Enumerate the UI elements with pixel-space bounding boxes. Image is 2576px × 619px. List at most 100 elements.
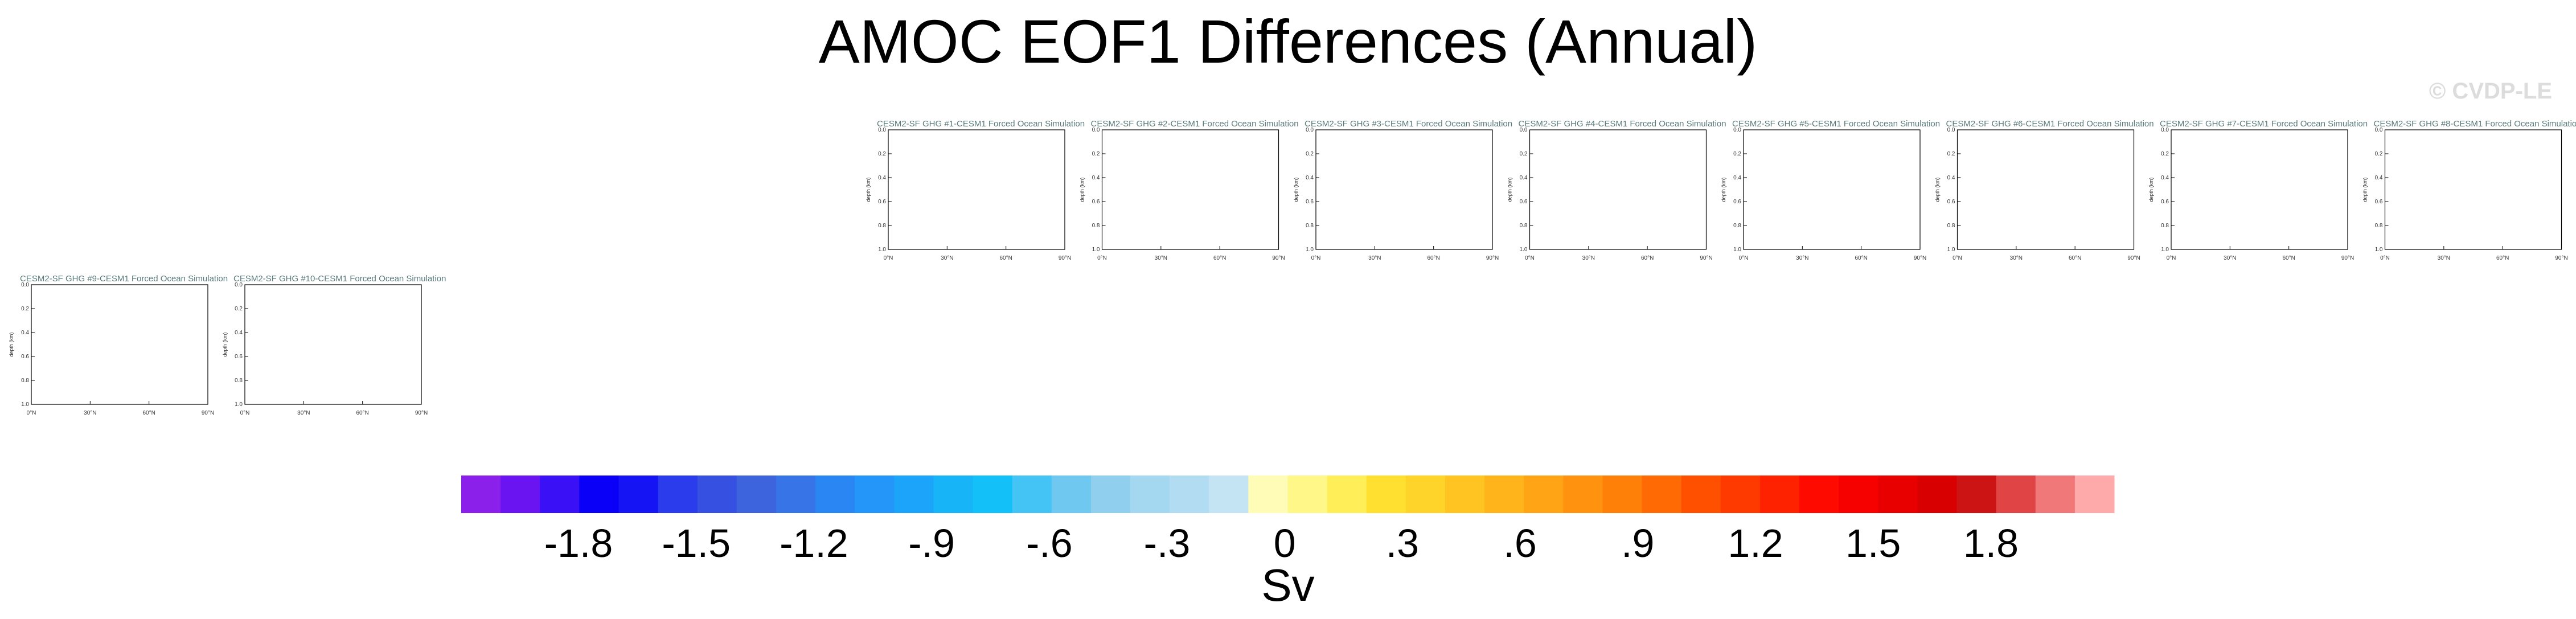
colorbar-swatch xyxy=(933,475,974,513)
y-tick-label: 0.8 xyxy=(235,378,243,384)
y-axis-label: depth (km) xyxy=(222,332,228,356)
y-tick-label: 0.4 xyxy=(1092,175,1100,181)
y-tick-label: 0.2 xyxy=(878,151,886,157)
y-tick-label: 0.2 xyxy=(1733,151,1741,157)
panel-frame-2 xyxy=(1101,129,1279,250)
y-tick-label: 0.8 xyxy=(878,223,886,229)
colorbar-swatch xyxy=(658,475,698,513)
x-tick-label: 90°N xyxy=(1700,255,1712,261)
panel-title-8: CESM2-SF GHG #8-CESM1 Forced Ocean Simul… xyxy=(2374,119,2576,129)
colorbar-swatch xyxy=(1524,475,1564,513)
x-tick-label: 30°N xyxy=(84,410,96,416)
colorbar-tick-label: .3 xyxy=(1386,521,1419,565)
y-tick-label: 0.4 xyxy=(1306,175,1314,181)
y-tick-label: 0.8 xyxy=(1520,223,1528,229)
y-tick-label: 0.2 xyxy=(21,306,29,312)
colorbar-swatch xyxy=(1996,475,2036,513)
y-tick-label: 0.0 xyxy=(1520,127,1528,133)
panel-frame-5 xyxy=(1743,129,1921,250)
colorbar-swatch xyxy=(1287,475,1328,513)
x-tick-label: 0°N xyxy=(1952,255,1962,261)
colorbar-swatch xyxy=(1327,475,1367,513)
colorbar-unit-label: Sv xyxy=(1261,560,1314,610)
colorbar-tick-label: -1.5 xyxy=(662,521,731,565)
x-tick-label: 30°N xyxy=(1796,255,1808,261)
colorbar-swatch xyxy=(1209,475,1249,513)
y-tick-label: 0.4 xyxy=(1520,175,1528,181)
x-tick-label: 60°N xyxy=(1855,255,1867,261)
x-tick-label: 30°N xyxy=(2224,255,2236,261)
colorbar-swatch xyxy=(1917,475,1958,513)
colorbar-swatch xyxy=(894,475,934,513)
colorbar-swatch xyxy=(1720,475,1761,513)
colorbar-swatch xyxy=(1012,475,1052,513)
colorbar-swatch xyxy=(736,475,777,513)
y-axis-label: depth (km) xyxy=(1935,177,1941,202)
y-tick-label: 1.0 xyxy=(1520,247,1528,253)
colorbar-swatch xyxy=(815,475,855,513)
y-axis-label: depth (km) xyxy=(2362,177,2368,202)
x-tick-label: 30°N xyxy=(2438,255,2450,261)
y-tick-label: 0.4 xyxy=(235,330,243,336)
y-tick-label: 0.0 xyxy=(2161,127,2169,133)
panel-frame-7 xyxy=(2171,129,2348,250)
y-axis-label: depth (km) xyxy=(865,177,871,202)
panel-title-4: CESM2-SF GHG #4-CESM1 Forced Ocean Simul… xyxy=(1519,119,1726,129)
colorbar-swatch xyxy=(1563,475,1603,513)
y-tick-label: 0.6 xyxy=(1520,199,1528,205)
y-axis-label: depth (km) xyxy=(2148,177,2154,202)
y-tick-label: 0.0 xyxy=(21,282,29,288)
panel-frame-10 xyxy=(244,284,422,405)
y-tick-label: 0.8 xyxy=(21,378,29,384)
colorbar-tick-label: -1.8 xyxy=(544,521,613,565)
x-tick-label: 60°N xyxy=(2496,255,2509,261)
y-tick-label: 0.6 xyxy=(2161,199,2169,205)
x-tick-label: 0°N xyxy=(1525,255,1535,261)
y-tick-label: 1.0 xyxy=(2161,247,2169,253)
panel-frame-3 xyxy=(1315,129,1493,250)
x-tick-label: 0°N xyxy=(1311,255,1321,261)
y-tick-label: 1.0 xyxy=(1947,247,1955,253)
x-tick-label: 60°N xyxy=(2282,255,2295,261)
y-tick-label: 0.8 xyxy=(1947,223,1955,229)
colorbar-swatch xyxy=(1642,475,1682,513)
x-tick-label: 0°N xyxy=(884,255,893,261)
colorbar-swatch xyxy=(1090,475,1131,513)
y-tick-label: 0.6 xyxy=(1947,199,1955,205)
y-tick-label: 0.4 xyxy=(1947,175,1955,181)
y-tick-label: 0.8 xyxy=(2375,223,2383,229)
panel-frame-6 xyxy=(1956,129,2135,250)
colorbar-swatch xyxy=(1130,475,1170,513)
colorbar-tick-label: -.3 xyxy=(1144,521,1191,565)
panel-title-7: CESM2-SF GHG #7-CESM1 Forced Ocean Simul… xyxy=(2160,119,2368,129)
y-axis-label: depth (km) xyxy=(1293,177,1299,202)
colorbar-swatch xyxy=(973,475,1013,513)
colorbar-swatch xyxy=(501,475,540,513)
x-tick-label: 90°N xyxy=(2555,255,2567,261)
colorbar-swatch xyxy=(1602,475,1643,513)
x-tick-label: 60°N xyxy=(999,255,1012,261)
x-tick-label: 90°N xyxy=(2341,255,2354,261)
panel-frame-1 xyxy=(888,129,1065,250)
y-tick-label: 0.0 xyxy=(2375,127,2383,133)
y-tick-label: 0.0 xyxy=(1733,127,1741,133)
panel-title-5: CESM2-SF GHG #5-CESM1 Forced Ocean Simul… xyxy=(1732,119,1940,129)
x-tick-label: 30°N xyxy=(1582,255,1595,261)
colorbar-swatch xyxy=(1484,475,1524,513)
x-tick-label: 0°N xyxy=(27,410,36,416)
y-tick-label: 1.0 xyxy=(1306,247,1314,253)
y-tick-label: 0.8 xyxy=(1733,223,1741,229)
colorbar-swatch xyxy=(1799,475,1839,513)
colorbar-tick-label: .6 xyxy=(1503,521,1536,565)
y-axis-label: depth (km) xyxy=(9,332,14,356)
y-tick-label: 0.6 xyxy=(1733,199,1741,205)
colorbar-swatch xyxy=(579,475,619,513)
colorbar-swatch xyxy=(1366,475,1406,513)
x-tick-label: 90°N xyxy=(1914,255,1926,261)
x-tick-label: 60°N xyxy=(1427,255,1439,261)
colorbar-swatch xyxy=(1956,475,1997,513)
colorbar-swatch xyxy=(461,475,501,513)
y-tick-label: 0.0 xyxy=(1306,127,1314,133)
colorbar-swatch xyxy=(855,475,895,513)
colorbar-tick-label: 1.8 xyxy=(1963,521,2019,565)
